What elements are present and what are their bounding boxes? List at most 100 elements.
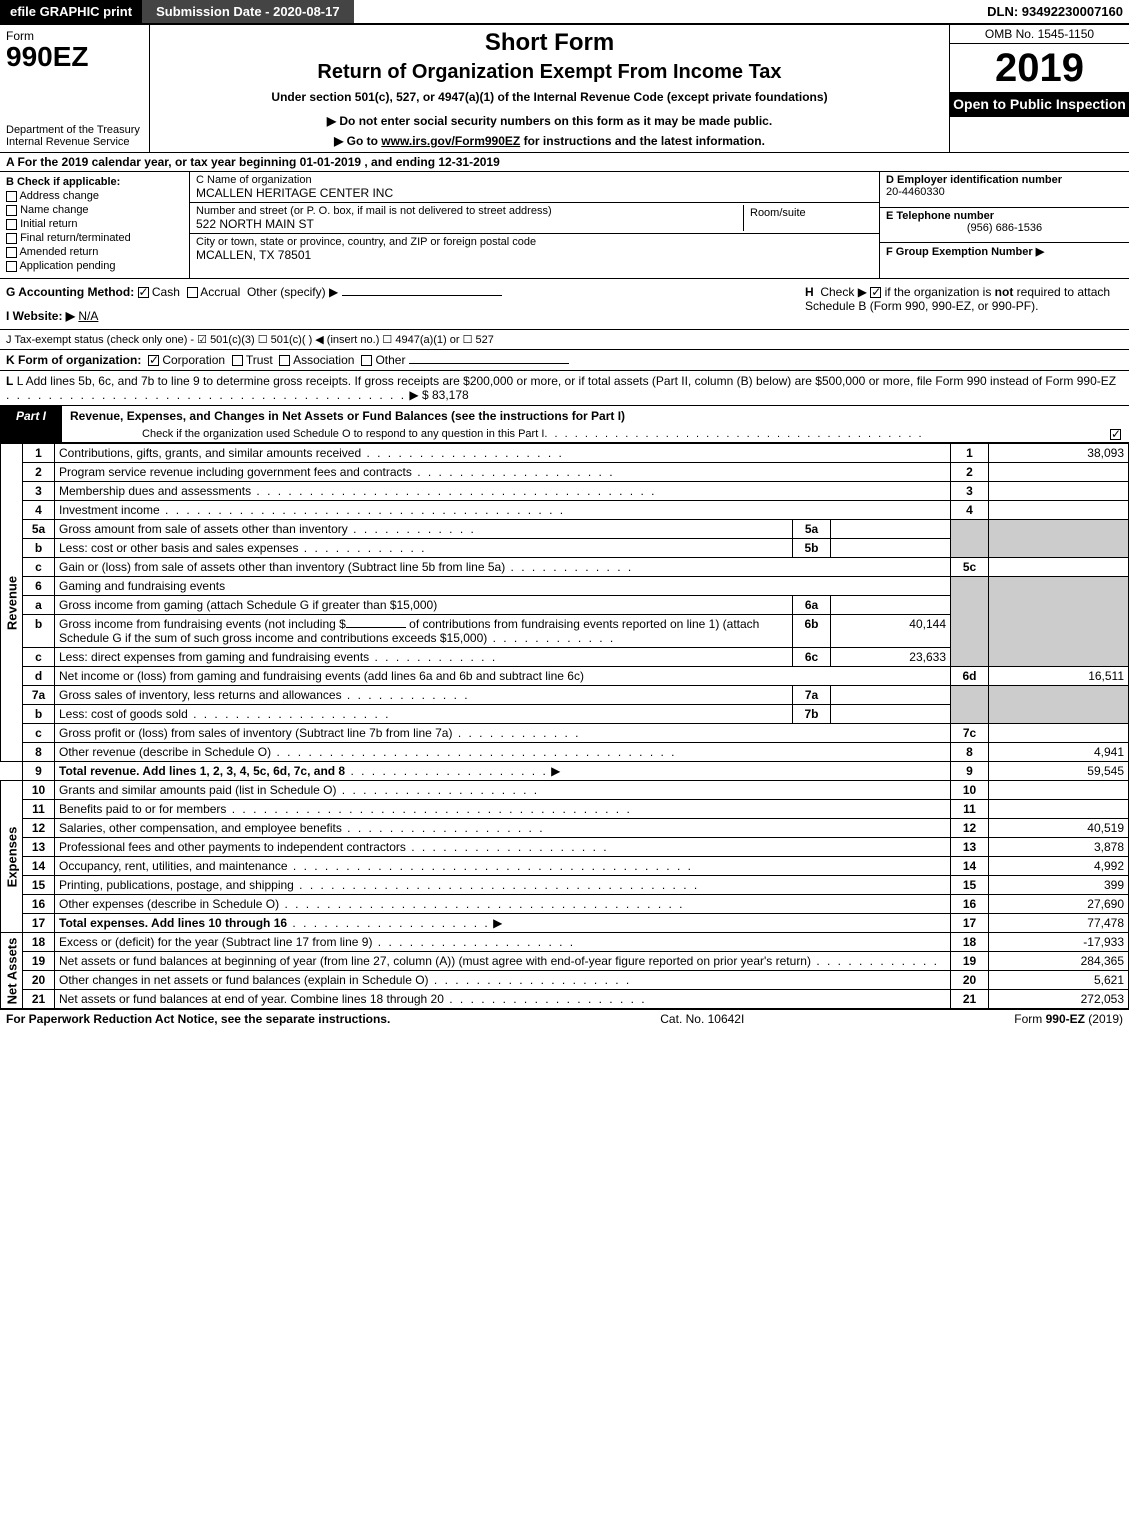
tax-year: 2019 <box>950 44 1129 92</box>
ln-8-val: 4,941 <box>989 743 1129 762</box>
city-value: MCALLEN, TX 78501 <box>196 248 311 262</box>
chk-cash[interactable] <box>138 287 149 298</box>
header-mid: Short Form Return of Organization Exempt… <box>150 25 949 152</box>
ln-12-val: 40,519 <box>989 819 1129 838</box>
ln-18-val: -17,933 <box>989 933 1129 952</box>
chk-schedule-b[interactable] <box>870 287 881 298</box>
top-bar: efile GRAPHIC print Submission Date - 20… <box>0 0 1129 25</box>
under-section: Under section 501(c), 527, or 4947(a)(1)… <box>156 90 943 104</box>
form-number: 990EZ <box>6 43 143 71</box>
ln-7a-mid <box>831 686 951 705</box>
ln-13-val: 3,878 <box>989 838 1129 857</box>
do-not-enter: ▶ Do not enter social security numbers o… <box>156 114 943 128</box>
ln-14-val: 4,992 <box>989 857 1129 876</box>
ln-15-val: 399 <box>989 876 1129 895</box>
ln-19-val: 284,365 <box>989 952 1129 971</box>
chk-accrual[interactable] <box>187 287 198 298</box>
part1-header: Part I Revenue, Expenses, and Changes in… <box>0 406 1129 443</box>
cat-no: Cat. No. 10642I <box>390 1012 1014 1026</box>
department-label: Department of the Treasury Internal Reve… <box>6 124 143 148</box>
side-netassets: Net Assets <box>1 933 23 1009</box>
chk-application-pending[interactable]: Application pending <box>6 260 183 272</box>
chk-name-change[interactable]: Name change <box>6 204 183 216</box>
form-footer: Form 990-EZ (2019) <box>1014 1012 1123 1026</box>
chk-initial-return[interactable]: Initial return <box>6 218 183 230</box>
ln-9-val: 59,545 <box>989 762 1129 781</box>
part1-tab: Part I <box>0 406 62 442</box>
efile-print-button[interactable]: efile GRAPHIC print <box>0 0 142 23</box>
ln-16-val: 27,690 <box>989 895 1129 914</box>
chk-trust[interactable] <box>232 355 243 366</box>
gross-receipts-value: 83,178 <box>432 388 469 402</box>
accounting-method: G Accounting Method: Cash Accrual Other … <box>6 285 793 299</box>
header-right: OMB No. 1545-1150 2019 Open to Public In… <box>949 25 1129 152</box>
website-row: I Website: ▶ N/A <box>6 309 793 323</box>
header-left: Form 990EZ Department of the Treasury In… <box>0 25 150 152</box>
row-j: J Tax-exempt status (check only one) - ☑… <box>0 330 1129 350</box>
short-form-title: Short Form <box>156 29 943 57</box>
part1-title: Revenue, Expenses, and Changes in Net As… <box>62 406 1129 426</box>
chk-other[interactable] <box>361 355 372 366</box>
irs-link[interactable]: www.irs.gov/Form990EZ <box>381 134 520 148</box>
submission-date-label: Submission Date - 2020-08-17 <box>142 0 354 23</box>
omb-number: OMB No. 1545-1150 <box>950 25 1129 44</box>
ln-11-val <box>989 800 1129 819</box>
goto-line: ▶ Go to www.irs.gov/Form990EZ for instru… <box>156 134 943 148</box>
paperwork-notice: For Paperwork Reduction Act Notice, see … <box>6 1012 390 1026</box>
row-a-taxyear: A For the 2019 calendar year, or tax yea… <box>0 153 1129 172</box>
ln-5a-mid <box>831 520 951 539</box>
page-footer: For Paperwork Reduction Act Notice, see … <box>0 1009 1129 1028</box>
phone-value: (956) 686-1536 <box>886 222 1123 234</box>
ln-6d-val: 16,511 <box>989 667 1129 686</box>
return-title: Return of Organization Exempt From Incom… <box>156 61 943 84</box>
section-b: B Check if applicable: Address change Na… <box>0 172 190 278</box>
ln-7b-mid <box>831 705 951 724</box>
ein-value: 20-4460330 <box>886 186 945 198</box>
section-b-header: B Check if applicable: <box>6 176 183 188</box>
chk-amended-return[interactable]: Amended return <box>6 246 183 258</box>
ln-3-val <box>989 482 1129 501</box>
ln-6c-mid: 23,633 <box>831 648 951 667</box>
ln-1-no: 1 <box>23 444 55 463</box>
phone-label: E Telephone number <box>886 210 994 222</box>
info-block: B Check if applicable: Address change Na… <box>0 172 1129 279</box>
ln-7c-val <box>989 724 1129 743</box>
form-header: Form 990EZ Department of the Treasury In… <box>0 25 1129 153</box>
section-c: C Name of organization MCALLEN HERITAGE … <box>190 172 879 278</box>
side-revenue: Revenue <box>1 444 23 762</box>
chk-corporation[interactable] <box>148 355 159 366</box>
chk-association[interactable] <box>279 355 290 366</box>
website-value: N/A <box>78 309 98 323</box>
city-label: City or town, state or province, country… <box>196 236 873 248</box>
row-gh: G Accounting Method: Cash Accrual Other … <box>0 279 1129 330</box>
ln-21-val: 272,053 <box>989 990 1129 1009</box>
ln-10-val <box>989 781 1129 800</box>
section-h: H Check ▶ if the organization is not req… <box>799 279 1129 329</box>
addr-value: 522 NORTH MAIN ST <box>196 217 314 231</box>
ein-label: D Employer identification number <box>886 174 1062 186</box>
part1-subtitle: Check if the organization used Schedule … <box>62 426 1129 442</box>
open-to-public: Open to Public Inspection <box>950 92 1129 117</box>
org-name: MCALLEN HERITAGE CENTER INC <box>196 186 393 200</box>
ln-1-val: 38,093 <box>989 444 1129 463</box>
ln-17-val: 77,478 <box>989 914 1129 933</box>
row-k: K Form of organization: Corporation Trus… <box>0 350 1129 371</box>
group-exemption-label: F Group Exemption Number ▶ <box>886 246 1044 258</box>
ln-5c-val <box>989 558 1129 577</box>
side-expenses: Expenses <box>1 781 23 933</box>
section-def: D Employer identification number 20-4460… <box>879 172 1129 278</box>
ln-5b-mid <box>831 539 951 558</box>
room-suite: Room/suite <box>743 205 873 231</box>
chk-schedule-o-part1[interactable] <box>1110 429 1121 440</box>
ln-1-desc: Contributions, gifts, grants, and simila… <box>55 444 951 463</box>
addr-label: Number and street (or P. O. box, if mail… <box>196 205 743 217</box>
org-name-label: C Name of organization <box>196 174 873 186</box>
part1-table: Revenue 1 Contributions, gifts, grants, … <box>0 443 1129 1009</box>
ln-2-val <box>989 463 1129 482</box>
chk-final-return[interactable]: Final return/terminated <box>6 232 183 244</box>
dln-label: DLN: 93492230007160 <box>987 4 1129 19</box>
ln-4-val <box>989 501 1129 520</box>
ln-6a-mid <box>831 596 951 615</box>
chk-address-change[interactable]: Address change <box>6 190 183 202</box>
ln-20-val: 5,621 <box>989 971 1129 990</box>
